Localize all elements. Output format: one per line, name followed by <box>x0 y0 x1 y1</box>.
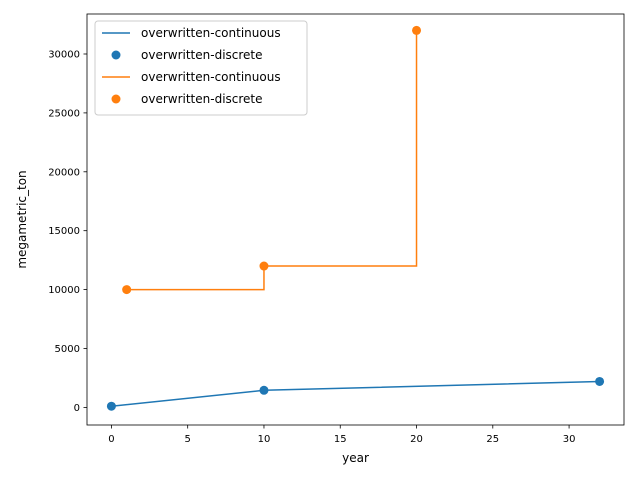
legend-label: overwritten-continuous <box>141 26 281 40</box>
x-tick-label: 20 <box>410 434 423 445</box>
legend-label: overwritten-continuous <box>141 70 281 84</box>
legend-marker-swatch <box>111 50 121 60</box>
x-tick-label: 30 <box>563 434 576 445</box>
legend-box <box>94 20 308 116</box>
legend-label: overwritten-discrete <box>141 48 263 62</box>
data-point-1-0 <box>106 401 116 411</box>
y-tick-label: 5000 <box>55 344 80 355</box>
legend-label: overwritten-discrete <box>141 92 263 106</box>
y-tick-label: 30000 <box>48 49 80 60</box>
x-tick-label: 0 <box>108 434 114 445</box>
x-axis: 0 5 10 15 20 25 30 <box>108 425 575 445</box>
data-point-3-2 <box>412 25 422 35</box>
y-tick-label: 15000 <box>48 226 80 237</box>
y-tick-label: 10000 <box>48 285 80 296</box>
legend-marker-swatch <box>111 94 121 104</box>
data-point-1-2 <box>595 376 605 386</box>
legend: overwritten-continuous overwritten-discre… <box>94 20 308 116</box>
x-tick-label: 15 <box>334 434 347 445</box>
y-tick-label: 25000 <box>48 108 80 119</box>
x-tick-label: 25 <box>486 434 499 445</box>
data-point-1-1 <box>259 385 269 395</box>
y-tick-label: 20000 <box>48 167 80 178</box>
x-axis-label: year <box>342 451 369 465</box>
axes-frame <box>86 13 625 426</box>
y-axis-label: megametric_ton <box>15 170 29 268</box>
x-tick-label: 10 <box>258 434 271 445</box>
data-point-3-0 <box>122 285 132 295</box>
data-point-3-1 <box>259 261 269 271</box>
chart-marks <box>106 25 605 411</box>
y-axis: 0 5000 10000 15000 20000 25000 30000 <box>48 49 87 414</box>
y-tick-label: 0 <box>74 403 80 414</box>
x-tick-label: 5 <box>185 434 191 445</box>
